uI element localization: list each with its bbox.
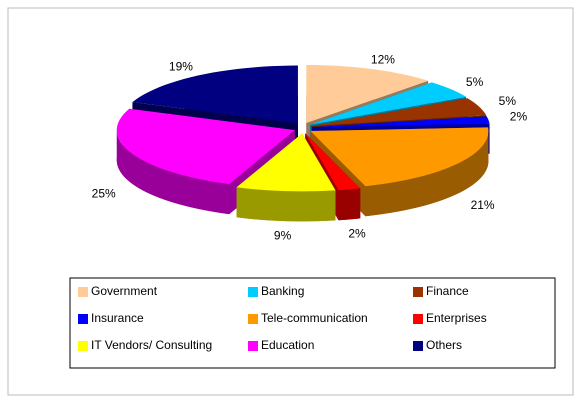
legend-label: Others xyxy=(426,338,462,352)
slice-wall xyxy=(116,130,230,215)
slice-wall xyxy=(365,131,489,217)
data-label: 12% xyxy=(371,52,395,66)
legend-label: IT Vendors/ Consulting xyxy=(91,338,212,352)
slice xyxy=(116,108,295,185)
data-label: 25% xyxy=(92,186,116,200)
legend-box xyxy=(69,277,556,369)
slice xyxy=(132,65,298,124)
legend-swatch xyxy=(248,287,258,297)
legend-label: Finance xyxy=(426,284,469,298)
slice xyxy=(310,127,489,187)
legend-swatch xyxy=(413,314,423,324)
slice xyxy=(311,116,490,128)
legend-label: Insurance xyxy=(91,311,144,325)
slice xyxy=(305,133,361,191)
legend-label: Enterprises xyxy=(426,311,487,325)
slice xyxy=(310,82,467,125)
data-label: 2% xyxy=(510,109,528,123)
data-label: 19% xyxy=(169,60,193,74)
data-label: 21% xyxy=(471,198,495,212)
legend-swatch xyxy=(78,314,88,324)
data-label: 2% xyxy=(348,227,366,241)
legend-swatch xyxy=(78,341,88,351)
legend-swatch xyxy=(413,287,423,297)
legend-swatch xyxy=(248,314,258,324)
legend-label: Tele-communication xyxy=(261,311,368,325)
legend-label: Government xyxy=(91,284,158,298)
slice-wall xyxy=(236,187,336,222)
slice xyxy=(311,98,487,127)
data-label: 9% xyxy=(274,229,292,243)
slice xyxy=(236,133,336,192)
legend-label: Education xyxy=(261,338,314,352)
slice xyxy=(306,64,429,123)
legend-swatch xyxy=(78,287,88,297)
legend-label: Banking xyxy=(261,284,304,298)
data-label: 5% xyxy=(466,75,484,89)
legend-swatch xyxy=(248,341,258,351)
legend-swatch xyxy=(413,341,423,351)
data-label: 5% xyxy=(499,94,517,108)
slice-wall xyxy=(338,188,361,221)
